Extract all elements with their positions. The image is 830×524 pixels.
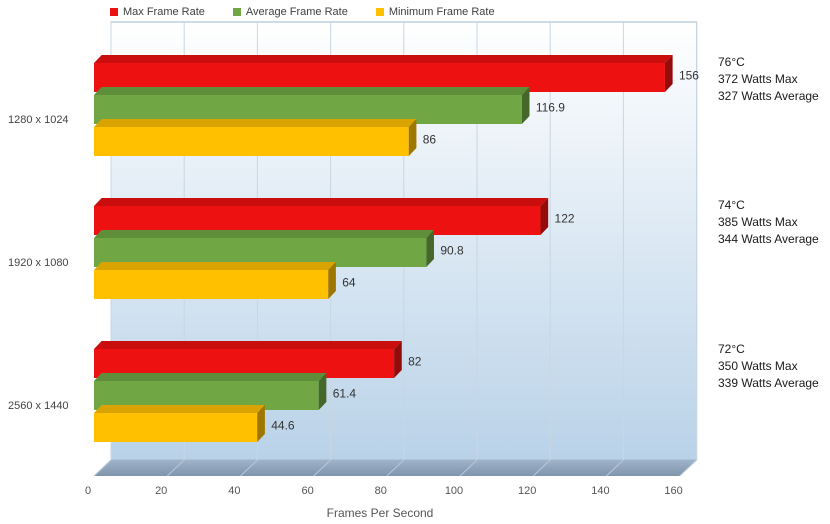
annotation-group-1920: 74°C 385 Watts Max 344 Watts Average [718, 197, 819, 248]
axes: 0 20 40 60 80 100 120 140 160 Frames Per Second 12… [8, 114, 683, 520]
bar [94, 230, 434, 267]
floor-gridline [532, 459, 551, 477]
floor-gridline [679, 459, 697, 477]
annotation-temp: 72°C [718, 342, 745, 356]
bar-top [94, 119, 417, 127]
floor-gridline [313, 459, 331, 477]
bar [94, 119, 417, 156]
bar-top [94, 55, 673, 63]
annotation-group-2560: 72°C 350 Watts Max 339 Watts Average [718, 341, 819, 392]
bar-top [94, 262, 336, 270]
floor-gridline [166, 459, 185, 477]
bar [94, 55, 673, 92]
bar-top [94, 341, 402, 349]
annotation-temp: 76°C [718, 55, 745, 69]
bar [94, 87, 530, 124]
data-label: 122 [555, 212, 575, 226]
legend-item-max: Max Frame Rate [110, 6, 205, 18]
annotation-avg-watts: 339 Watts Average [718, 376, 819, 390]
bar-front [94, 127, 409, 156]
data-label: 44.6 [271, 419, 295, 433]
legend-label-max: Max Frame Rate [123, 6, 205, 18]
data-label: 64 [342, 276, 356, 290]
bar-side [521, 87, 530, 124]
bar-front [94, 413, 258, 442]
data-label: 90.8 [440, 244, 464, 258]
bar-side [328, 262, 336, 299]
bar-side [394, 341, 402, 378]
category-label: 2560 x 1440 [8, 400, 69, 412]
legend-swatch-minimum [375, 8, 384, 16]
legend-swatch-max [110, 8, 118, 16]
bars [94, 55, 673, 442]
bar-top [94, 87, 530, 95]
bar-top [94, 230, 434, 238]
floor-gridline [386, 459, 405, 477]
bar-top [94, 373, 327, 381]
bar-side [426, 230, 434, 267]
annotation-avg-watts: 344 Watts Average [718, 232, 819, 246]
annotation-avg-watts: 327 Watts Average [718, 89, 819, 103]
x-tick-label: 140 [591, 485, 609, 497]
x-tick-label: 80 [375, 485, 387, 497]
bar-side [664, 55, 673, 92]
annotation-temp: 74°C [718, 198, 745, 212]
floor-gridline [93, 459, 112, 477]
legend-item-average: Average Frame Rate [232, 6, 348, 18]
x-tick-label: 0 [85, 485, 91, 497]
data-label: 86 [423, 133, 437, 147]
bar-side [257, 405, 265, 442]
bar-top [94, 405, 265, 413]
annotation-max-watts: 372 Watts Max [718, 72, 798, 86]
x-tick-label: 20 [155, 485, 167, 497]
x-tick-label: 120 [518, 485, 536, 497]
data-label: 82 [408, 355, 422, 369]
x-axis-title: Frames Per Second [327, 506, 434, 520]
data-label: 61.4 [333, 387, 357, 401]
annotation-group-1280: 76°C 372 Watts Max 327 Watts Average [718, 54, 819, 105]
bar-front [94, 270, 329, 299]
floor-gridline [240, 459, 258, 477]
bar [94, 341, 402, 378]
bar [94, 198, 549, 235]
annotation-max-watts: 350 Watts Max [718, 359, 798, 373]
data-label: 156 [679, 69, 699, 83]
legend-label-average: Average Frame Rate [245, 6, 348, 18]
bar [94, 262, 336, 299]
x-tick-label: 60 [301, 485, 313, 497]
bar-side [408, 119, 417, 156]
floor-gridline [459, 459, 478, 477]
x-tick-label: 40 [228, 485, 240, 497]
legend-item-minimum: Minimum Frame Rate [375, 6, 495, 18]
bar [94, 373, 327, 410]
x-tick-label: 100 [445, 485, 463, 497]
value-labels: 156 116.9 86 122 90.8 64 82 61.4 44.6 [271, 69, 699, 433]
legend-swatch-average [232, 8, 241, 16]
x-tick-label: 160 [664, 485, 682, 497]
bar-top [94, 198, 549, 206]
annotation-max-watts: 385 Watts Max [718, 215, 798, 229]
floor-gridline [606, 459, 624, 477]
category-label: 1920 x 1080 [8, 257, 69, 269]
category-label: 1280 x 1024 [8, 114, 69, 126]
bar [94, 405, 265, 442]
legend: Max Frame Rate Average Frame Rate Minimu… [110, 6, 495, 18]
bar-side [540, 198, 549, 235]
legend-label-minimum: Minimum Frame Rate [388, 6, 495, 18]
bar-side [318, 373, 327, 410]
data-label: 116.9 [536, 101, 565, 115]
